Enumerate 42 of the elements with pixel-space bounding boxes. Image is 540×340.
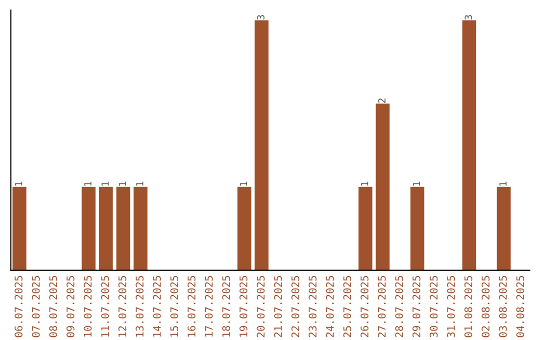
x-tick-label: 19.07.2025 [239, 276, 248, 337]
x-tick-label: 06.07.2025 [14, 276, 22, 338]
data-label: 1 [499, 182, 506, 186]
x-tick-label: 12.07.2025 [118, 276, 126, 337]
data-label: 1 [240, 182, 248, 186]
x-tick-label: 25.07.2025 [343, 276, 352, 338]
x-tick-label: 26.07.2025 [360, 276, 368, 338]
x-tick-label: 03.08.2025 [498, 276, 507, 338]
data-label: 1 [118, 182, 126, 186]
x-tick-label: 17.07.2025 [204, 276, 213, 337]
data-label: 1 [84, 182, 92, 186]
x-tick-label: 15.07.2025 [170, 276, 178, 337]
x-tick-label: 20.07.2025 [256, 276, 265, 338]
x-tick-label: 07.07.2025 [32, 276, 40, 338]
data-label: 1 [361, 182, 368, 186]
x-tick-label: 27.07.2025 [378, 276, 386, 338]
x-tick-label: 30.07.2025 [430, 276, 438, 338]
data-label: 1 [102, 182, 109, 186]
x-tick-label: 01.08.2025 [464, 276, 472, 338]
x-tick-label: 16.07.2025 [188, 276, 196, 337]
x-tick-label: 31.07.2025 [447, 276, 455, 338]
x-tick-label: 02.08.2025 [482, 276, 490, 338]
x-tick-label: 23.07.2025 [308, 276, 317, 338]
x-tick-label: 18.07.2025 [222, 276, 230, 337]
x-tick-label: 10.07.2025 [84, 276, 92, 337]
x-tick-label: 09.07.2025 [66, 276, 74, 338]
x-tick-label: 28.07.2025 [395, 276, 404, 338]
x-tick-label: 08.07.2025 [49, 276, 58, 338]
data-label: 1 [136, 182, 144, 186]
x-tick-label: 24.07.2025 [326, 276, 334, 338]
x-tick-label: 04.08.2025 [516, 276, 524, 338]
x-tick-label: 13.07.2025 [136, 276, 144, 337]
x-tick-label: 11.07.2025 [101, 276, 109, 337]
x-tick-label: 22.07.2025 [291, 276, 300, 338]
x-tick-label: 29.07.2025 [412, 276, 420, 338]
data-label: 2 [378, 98, 386, 103]
data-label: 1 [15, 182, 22, 186]
data-label: 3 [257, 15, 264, 20]
data-label: 3 [464, 15, 472, 20]
data-label: 1 [412, 182, 420, 186]
x-tick-label: 21.07.2025 [274, 276, 282, 338]
x-tick-label: 14.07.2025 [153, 276, 161, 337]
